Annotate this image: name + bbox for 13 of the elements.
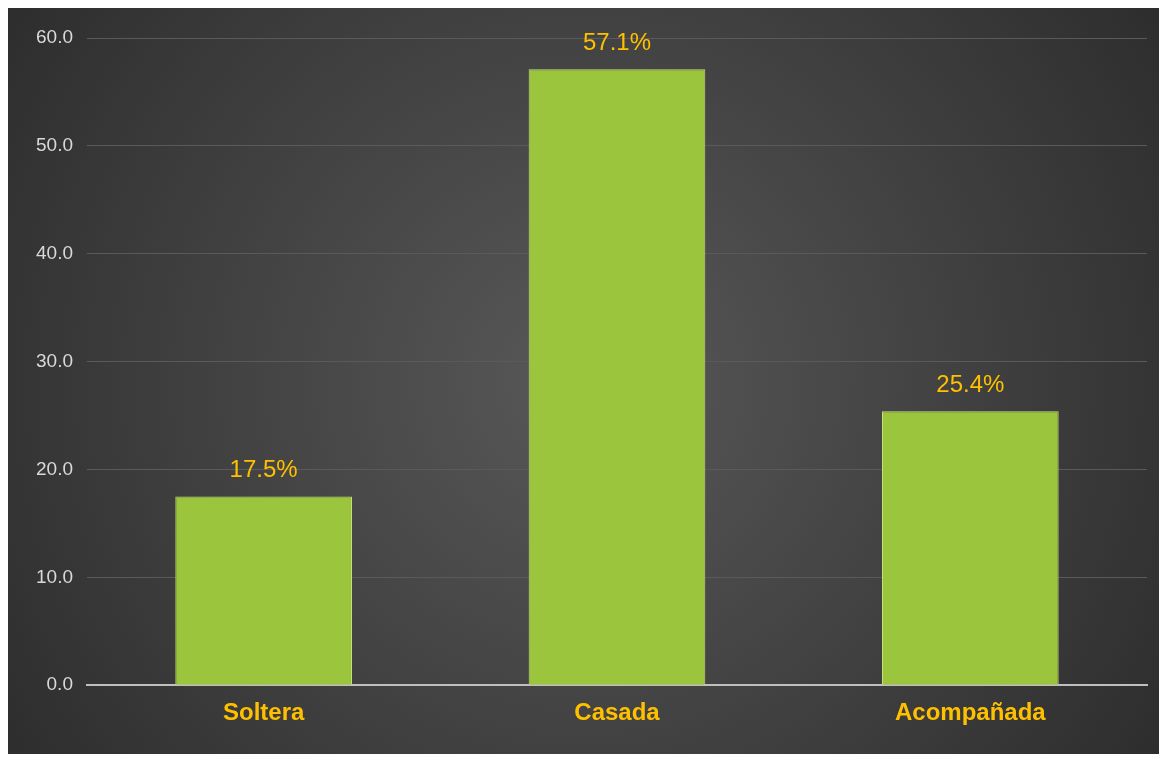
y-tick-label: 0.0 bbox=[46, 673, 73, 695]
x-tick-label: Acompañada bbox=[894, 698, 1047, 726]
data-label: 57.1% bbox=[582, 27, 652, 55]
data-label: 17.5% bbox=[229, 455, 298, 483]
y-tick-label: 50.0 bbox=[36, 134, 73, 156]
data-label: 25.4% bbox=[936, 369, 1005, 397]
y-tick-label: 20.0 bbox=[36, 457, 73, 479]
y-tick-label: 10.0 bbox=[36, 565, 73, 587]
y-tick-label: 60.0 bbox=[36, 26, 73, 48]
y-tick-label: 40.0 bbox=[36, 241, 73, 263]
x-tick-label: Casada bbox=[574, 698, 661, 726]
x-tick-label: Soltera bbox=[222, 698, 305, 726]
y-tick-label: 30.0 bbox=[36, 349, 73, 371]
